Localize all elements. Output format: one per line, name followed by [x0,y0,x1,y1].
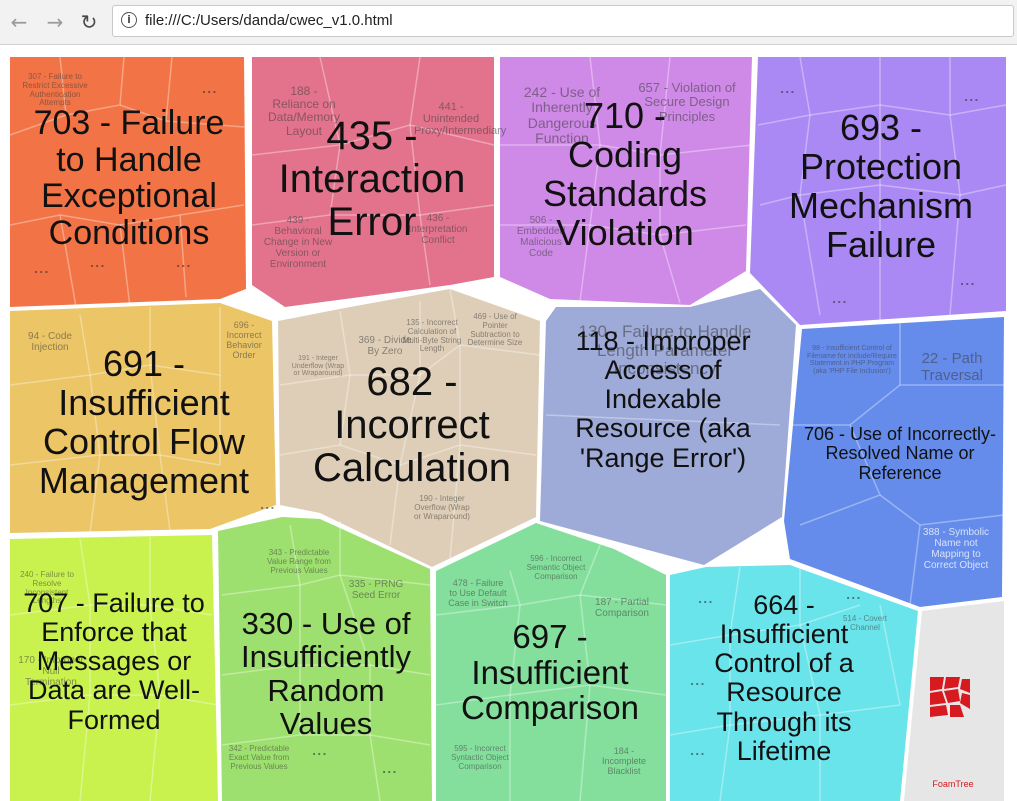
url-text[interactable]: file:///C:/Users/danda/cwec_v1.0.html [145,12,393,29]
subcell-label: 188 - Reliance on Data/Memory Layout [267,84,341,138]
group-cell-693[interactable] [750,57,1006,325]
group-label-703: 703 - Failure to Handle Exceptional Cond… [33,104,225,253]
subcell-label: 388 - Symbolic Name not Mapping to Corre… [922,527,990,571]
subcell-label: 342 - Predictable Exact Value from Previ… [228,744,290,771]
subcell-label: 478 - Failure to Use Default Case in Swi… [448,578,508,608]
group-label-330: 330 - Use of Insufficiently Random Value… [240,606,411,742]
subcell-label: 187 - Partial Comparison [595,597,649,619]
group-cell-703[interactable] [10,57,246,307]
more-dots[interactable]: ... [832,293,848,306]
subcell-label: 130 - Failure to Handle Length Parameter… [578,322,752,379]
subcell-label: 469 - Use of Pointer Subtraction to Dete… [467,312,523,348]
group-cell-707[interactable] [10,535,218,801]
group-cell-118[interactable] [540,289,796,565]
group-cell-691[interactable] [10,303,276,533]
group-cell-664[interactable] [670,565,918,801]
foamtree-canvas[interactable] [0,45,1017,801]
group-cell-435[interactable] [252,57,494,307]
more-dots[interactable]: ... [202,83,218,96]
reload-icon[interactable]: ↻ [80,10,98,34]
more-dots[interactable]: ... [690,675,706,688]
subcell-label: 439 - Behavioral Change in New Version o… [263,215,333,270]
subcell-label: 94 - Code Injection [28,331,72,353]
subcell-label: 98 - Insufficient Control of Filename fo… [807,345,897,376]
subcell-label: 369 - Divide By Zero [358,335,412,357]
subcell-label: 242 - Use of Inherently Dangerous Functi… [523,84,601,147]
group-cell-706[interactable] [784,317,1004,607]
more-dots[interactable]: ... [260,499,276,512]
subcell-label: 307 - Failure to Restrict Excessive Auth… [22,72,88,108]
more-dots[interactable]: ... [382,763,398,776]
group-label-691: 691 - Insufficient Control Flow Manageme… [38,343,250,501]
group-cell-697[interactable] [436,523,666,801]
group-cell-330[interactable] [218,517,432,801]
more-dots[interactable]: ... [312,745,328,758]
browser-toolbar: ← → ↻ i file:///C:/Users/danda/cwec_v1.0… [0,0,1017,45]
subcell-label: 240 - Failure to Resolve Inconsistent Le… [20,570,74,606]
more-dots[interactable]: ... [690,745,706,758]
group-label-682: 682 - Incorrect Calculation [313,360,511,491]
more-dots[interactable]: ... [698,593,714,606]
subcell-label: 441 - Unintended Proxy/Intermediary [414,101,507,138]
more-dots[interactable]: ... [90,257,106,270]
group-label-118: 118 - Improper Access of Indexable Resou… [575,326,751,473]
group-cell-682[interactable] [278,289,540,567]
subcell-label: 436 - Interpretation Conflict [408,213,468,246]
subcell-label: 22 - Path Traversal [921,350,983,384]
group-cell-710[interactable] [500,57,752,305]
address-bar[interactable]: i file:///C:/Users/danda/cwec_v1.0.html [112,5,1014,37]
group-label-435: 435 - Interaction Error [278,114,466,245]
subcell-label: 657 - Violation of Secure Design Princip… [638,80,736,124]
info-icon[interactable]: i [121,12,137,28]
subcell-label: 696 - Incorrect Behavior Order [226,320,262,360]
group-label-707: 707 - Failure to Enforce that Messages o… [23,588,205,735]
more-dots[interactable]: ... [176,257,192,270]
subcell-label: 343 - Predictable Value Range from Previ… [267,548,331,575]
more-dots[interactable]: ... [960,275,976,288]
foamtree-visualization[interactable]: 307 - Failure to Restrict Excessive Auth… [0,45,1017,801]
group-label-710: 710 - Coding Standards Violation [542,95,708,253]
subcell-label: 184 - Incomplete Blacklist [601,746,647,776]
foamtree-logo-icon[interactable] [930,677,970,717]
subcell-label: 191 - Integer Underflow (Wrap or Wraparo… [291,355,345,378]
group-label-706: 706 - Use of Incorrectly-Resolved Name o… [803,424,997,483]
more-dots[interactable]: ... [780,83,796,96]
subcell-label: 335 - PRNG Seed Error [348,579,404,601]
subcell-label: 596 - Incorrect Semantic Object Comparis… [526,554,586,581]
arrow-right-icon[interactable]: → [46,10,64,34]
subcell-label: 170 - Improper Null Termination [18,655,84,688]
more-dots[interactable]: ... [846,589,862,602]
subcell-label: 514 - Covert Channel [842,614,888,632]
more-dots[interactable]: ... [34,263,50,276]
arrow-left-icon[interactable]: ← [10,10,28,34]
subcell-label: 190 - Integer Overflow (Wrap or Wraparou… [414,494,470,521]
group-label-697: 697 - Insufficient Comparison [461,618,639,727]
group-label-664: 664 - Insufficient Control of a Resource… [714,590,854,766]
subcell-label: 506 - Embedded Malicious Code [516,215,566,259]
more-dots[interactable]: ... [964,91,980,104]
group-label-693: 693 - Protection Mechanism Failure [788,107,974,265]
subcell-label: 135 - Incorrect Calculation of Multi-Byt… [402,318,462,354]
subcell-borders [9,56,1007,801]
subcell-label: 595 - Incorrect Syntactic Object Compari… [451,744,509,771]
